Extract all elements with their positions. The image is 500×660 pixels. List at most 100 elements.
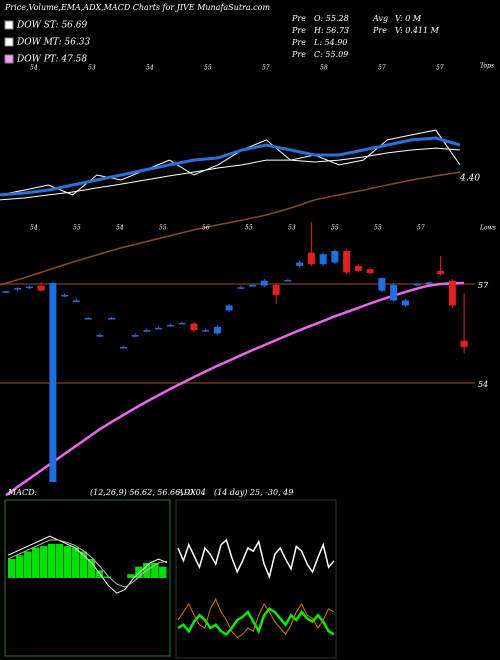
- candle-body: [284, 280, 292, 282]
- candle-body: [378, 278, 386, 291]
- stat-label: Pre: [291, 26, 306, 35]
- stat-value: V: 0 M: [395, 14, 422, 23]
- candle-body: [178, 322, 186, 325]
- candle-body: [143, 330, 151, 332]
- candle-body: [343, 251, 351, 273]
- y-tick-label: 54: [478, 380, 488, 389]
- bottom-number: 55: [73, 225, 81, 232]
- top-number: 55: [204, 65, 212, 72]
- candle-body: [390, 284, 398, 301]
- histogram-bar: [79, 551, 87, 578]
- histogram-bar: [15, 555, 24, 578]
- candle-body: [119, 347, 127, 349]
- panel-title: MACD:: [7, 488, 38, 497]
- stat-label: Avg: [372, 14, 388, 23]
- legend-swatch: [4, 37, 14, 47]
- bottom-number: 55: [374, 225, 382, 232]
- top-label: Tops: [480, 63, 494, 70]
- annotation: 4.40: [459, 174, 480, 184]
- bottom-number: 54: [116, 225, 124, 232]
- candle-body: [296, 262, 304, 266]
- candle-body: [213, 326, 221, 334]
- stat-value: V: 0.411 M: [395, 26, 440, 35]
- candle-body: [190, 323, 198, 331]
- legend-label: DOW MT: 56.33: [16, 38, 91, 48]
- candle-body: [319, 254, 327, 265]
- candle-body: [249, 284, 257, 287]
- candle-body: [155, 327, 163, 330]
- candle-body: [49, 283, 57, 482]
- candle-body: [460, 340, 468, 348]
- top-number: 54: [30, 65, 38, 72]
- histogram-bar: [23, 551, 32, 578]
- candle-body: [84, 317, 92, 320]
- series-line: [0, 136, 461, 197]
- stat-label: Pre: [291, 38, 306, 47]
- adx-frame: [175, 499, 337, 659]
- series-line: [177, 538, 335, 580]
- candle-body: [72, 300, 80, 302]
- histogram-bar: [47, 543, 56, 578]
- stat-label: Pre: [291, 50, 306, 59]
- histogram-bar: [63, 546, 72, 578]
- top-number: 57: [436, 65, 444, 72]
- series-line: [0, 147, 461, 201]
- legend-swatch: [4, 54, 14, 64]
- histogram-bar: [71, 547, 80, 578]
- panel-title: ADX: [177, 488, 196, 497]
- candle-body: [331, 251, 339, 263]
- y-tick-label: 57: [478, 281, 489, 290]
- candle-body: [260, 280, 268, 286]
- candle-body: [307, 252, 315, 265]
- candle-body: [2, 291, 10, 293]
- series-line: [177, 607, 335, 637]
- legend-swatch: [4, 20, 14, 30]
- top-number: 57: [262, 65, 270, 72]
- bottom-number: 57: [417, 225, 425, 232]
- top-number: 54: [146, 65, 154, 72]
- panel-subtitle: (14 day) 25, -30, 49: [214, 488, 293, 497]
- stat-label: Pre: [291, 14, 306, 23]
- histogram-bar: [55, 543, 64, 578]
- candle-body: [131, 335, 139, 337]
- candle-body: [25, 286, 33, 289]
- candle-body: [413, 284, 421, 286]
- candle-body: [61, 294, 69, 297]
- histogram-bar: [103, 576, 111, 578]
- series-line: [177, 598, 335, 639]
- histogram-bar: [135, 566, 143, 578]
- legend-label: DOW PT: 47.58: [16, 55, 87, 65]
- stat-label: Pre: [372, 26, 387, 35]
- bottom-number: 55: [245, 225, 253, 232]
- candle-body: [437, 270, 445, 275]
- candle-body: [166, 324, 174, 327]
- candle-body: [354, 265, 362, 271]
- histogram-bar: [159, 566, 167, 578]
- candle-body: [108, 317, 116, 320]
- stat-value: O: 55.28: [314, 14, 349, 23]
- histogram-bar: [39, 546, 48, 578]
- candle-body: [37, 285, 45, 291]
- stat-value: C: 55.09: [314, 50, 348, 59]
- macd-line: [7, 535, 168, 594]
- histogram-bar: [95, 570, 103, 578]
- candle-body: [401, 300, 409, 306]
- histogram-bar: [31, 547, 40, 578]
- bottom-number: 55: [331, 225, 339, 232]
- histogram-bar: [8, 559, 16, 578]
- candle-body: [96, 335, 104, 337]
- macd-frame: [4, 499, 171, 657]
- legend-label: DOW ST: 56.69: [16, 21, 87, 31]
- top-number: 57: [378, 65, 386, 72]
- stat-value: L: 54.90: [313, 38, 347, 47]
- candle-body: [14, 287, 22, 290]
- bottom-label: Lows: [479, 225, 496, 232]
- series-line: [0, 171, 461, 286]
- candle-body: [225, 305, 233, 311]
- candle-body: [425, 282, 433, 284]
- panel-subtitle: (12,26,9) 56.62, 56.66, -0.04: [90, 488, 206, 497]
- candle-body: [448, 280, 456, 306]
- macd-line: [7, 539, 168, 588]
- histogram-bar: [87, 559, 95, 578]
- histogram-bar: [151, 562, 159, 578]
